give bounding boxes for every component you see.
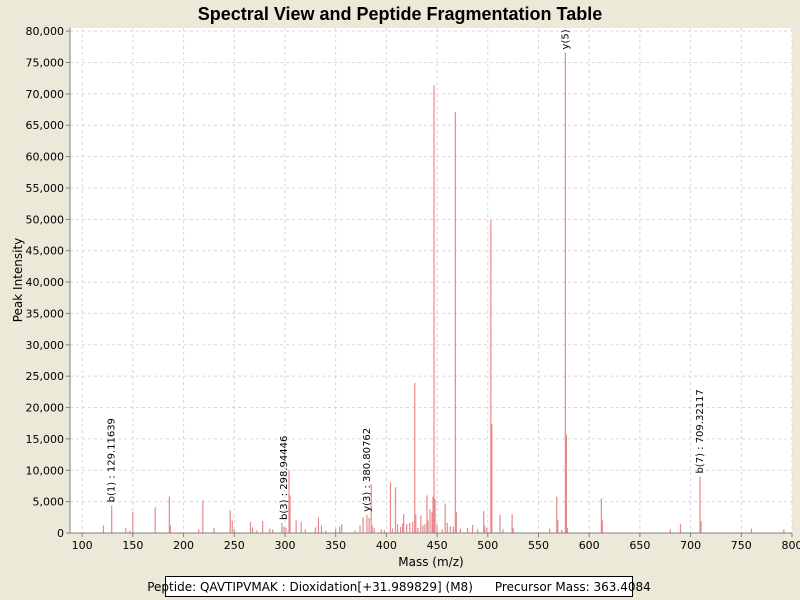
y-tick-label: 15,000 xyxy=(26,433,65,446)
y-tick-label: 65,000 xyxy=(26,119,65,132)
spectrum-chart: Spectral View and Peptide Fragmentation … xyxy=(11,4,800,569)
fragment-annotations: b(1) : 129.11639 b(3) : 298.94446 y(3) : 3… xyxy=(107,29,706,520)
y-tick-label: 30,000 xyxy=(26,339,65,352)
y-axis-ticks: 0 5,000 10,000 15,000 20,000 25,000 30,000 35,0… xyxy=(26,25,70,540)
x-tick-label: 450 xyxy=(427,539,448,552)
peptide-info-box: Peptide: QAVTIPVMAK : Dioxidation[+31.98… xyxy=(147,576,651,597)
fragment-ion-label: b(1) : 129.11639 xyxy=(107,418,118,502)
y-tick-label: 60,000 xyxy=(26,151,65,164)
y-tick-label: 5,000 xyxy=(33,496,65,509)
precursor-mass-text: Precursor Mass: 363.4084 xyxy=(494,579,651,594)
y-tick-label: 55,000 xyxy=(26,182,65,195)
x-tick-label: 150 xyxy=(122,539,143,552)
grid-lines xyxy=(70,28,793,534)
x-tick-label: 200 xyxy=(173,539,194,552)
y-tick-label: 75,000 xyxy=(26,57,65,70)
x-tick-label: 600 xyxy=(579,539,600,552)
y-tick-label: 10,000 xyxy=(26,464,65,477)
peptide-sequence-text: Peptide: QAVTIPVMAK : Dioxidation[+31.98… xyxy=(147,579,473,594)
y-tick-label: 80,000 xyxy=(26,25,65,38)
x-tick-label: 550 xyxy=(528,539,549,552)
x-tick-label: 800 xyxy=(782,539,800,552)
y-tick-label: 70,000 xyxy=(26,88,65,101)
x-tick-label: 400 xyxy=(376,539,397,552)
x-tick-label: 700 xyxy=(680,539,701,552)
x-tick-label: 750 xyxy=(731,539,752,552)
x-tick-label: 100 xyxy=(72,539,93,552)
y-tick-label: 35,000 xyxy=(26,307,65,320)
fragment-ion-label: y(5) xyxy=(560,29,571,49)
x-tick-label: 650 xyxy=(629,539,650,552)
y-tick-label: 45,000 xyxy=(26,245,65,258)
y-axis-label: Peak Intensity xyxy=(11,238,25,323)
fragment-ion-label: b(3) : 298.94446 xyxy=(279,436,290,520)
x-tick-label: 300 xyxy=(274,539,295,552)
y-tick-label: 0 xyxy=(57,527,64,540)
x-tick-label: 350 xyxy=(325,539,346,552)
fragment-ion-label: b(7) : 709.32117 xyxy=(695,389,706,473)
fragment-ion-label: y(3) : 380.80762 xyxy=(362,428,373,512)
y-tick-label: 50,000 xyxy=(26,213,65,226)
y-tick-label: 40,000 xyxy=(26,276,65,289)
chart-title: Spectral View and Peptide Fragmentation … xyxy=(198,4,602,24)
x-tick-label: 250 xyxy=(224,539,245,552)
y-tick-label: 25,000 xyxy=(26,370,65,383)
peak-series xyxy=(102,52,785,533)
x-tick-label: 500 xyxy=(477,539,498,552)
x-axis-ticks: 100 150 200 250 300 350 400 450 500 550 600 650 700 7… xyxy=(72,533,800,552)
plot-area xyxy=(70,28,792,533)
y-tick-label: 20,000 xyxy=(26,402,65,415)
x-axis-label: Mass (m/z) xyxy=(398,555,463,569)
